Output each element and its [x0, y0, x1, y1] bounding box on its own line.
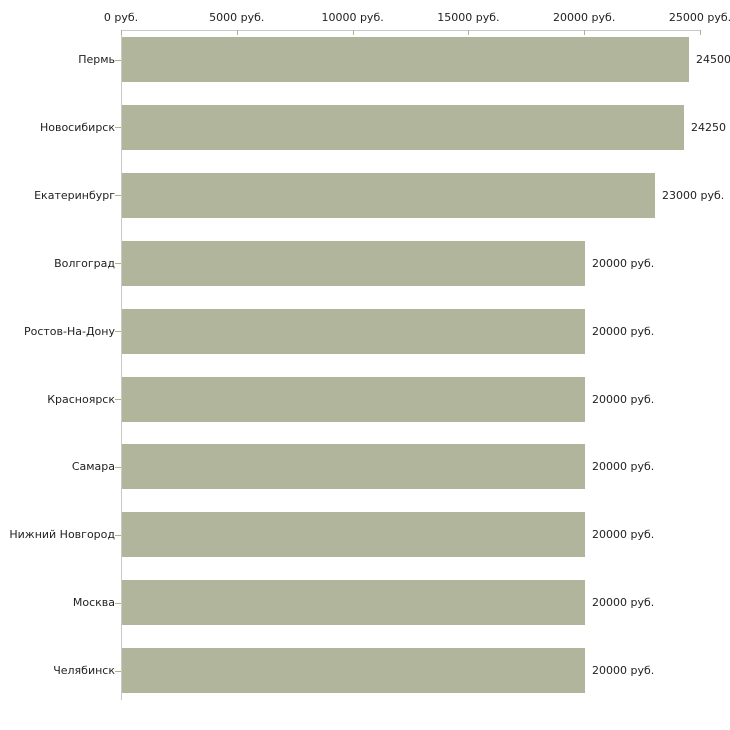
category-label: Самара — [71, 460, 115, 474]
bar-value-label: 20000 руб. — [592, 324, 655, 338]
category-tick — [115, 263, 121, 264]
category-tick — [115, 603, 121, 604]
x-axis-tick-label: 0 руб. — [103, 11, 139, 24]
x-axis-tick — [700, 30, 701, 35]
x-axis-tick — [468, 30, 470, 35]
category-label: Волгоград — [54, 256, 115, 270]
bar — [122, 376, 585, 422]
bar — [122, 172, 655, 218]
x-axis-line — [121, 30, 701, 31]
bar-value-label: 20000 руб. — [592, 664, 655, 678]
bar — [122, 512, 585, 558]
category-tick — [115, 671, 121, 672]
category-tick — [115, 535, 121, 536]
category-tick — [115, 331, 121, 332]
bar-value-label: 20000 руб. — [592, 528, 655, 542]
bar-value-label: 20000 руб. — [592, 596, 655, 610]
bar — [122, 240, 585, 286]
category-label: Нижний Новгород — [9, 528, 115, 542]
bar-value-label: 20000 руб. — [592, 460, 655, 474]
x-axis-tick — [584, 30, 586, 35]
x-axis-tick-label: 15000 руб. — [437, 11, 500, 24]
x-axis-tick-label: 5000 руб. — [209, 11, 265, 24]
category-tick — [115, 467, 121, 468]
x-axis-tick-label: 20000 руб. — [553, 11, 616, 24]
category-label: Пермь — [78, 53, 115, 66]
x-axis-tick-label: 10000 руб. — [321, 11, 384, 24]
category-tick — [115, 195, 121, 196]
x-axis-tick-label: 25000 руб. — [668, 11, 730, 24]
category-label: Красноярск — [47, 392, 115, 406]
bar — [122, 104, 684, 150]
category-label: Екатеринбург — [34, 188, 115, 202]
category-tick — [115, 399, 121, 400]
bar-value-label: 20000 руб. — [592, 256, 655, 270]
bar — [122, 37, 689, 82]
category-label: Новосибирск — [39, 120, 115, 134]
category-tick — [115, 127, 121, 128]
y-axis-line — [121, 30, 122, 700]
x-axis-tick — [121, 30, 122, 35]
bar — [122, 308, 585, 354]
bar — [122, 580, 585, 626]
x-axis-tick — [236, 30, 238, 35]
bar — [122, 444, 585, 490]
category-label: Челябинск — [53, 664, 115, 678]
bar — [122, 648, 585, 694]
bar-value-label: 24250 руб. — [691, 120, 730, 134]
x-axis-tick — [352, 30, 354, 35]
bar-value-label: 23000 руб. — [662, 188, 725, 202]
category-label: Москва — [72, 596, 115, 610]
category-tick — [115, 60, 121, 61]
category-label: Ростов-На-Дону — [23, 324, 115, 338]
bar-value-label: 20000 руб. — [592, 392, 655, 406]
bar-value-label: 24500 руб. — [696, 53, 730, 66]
